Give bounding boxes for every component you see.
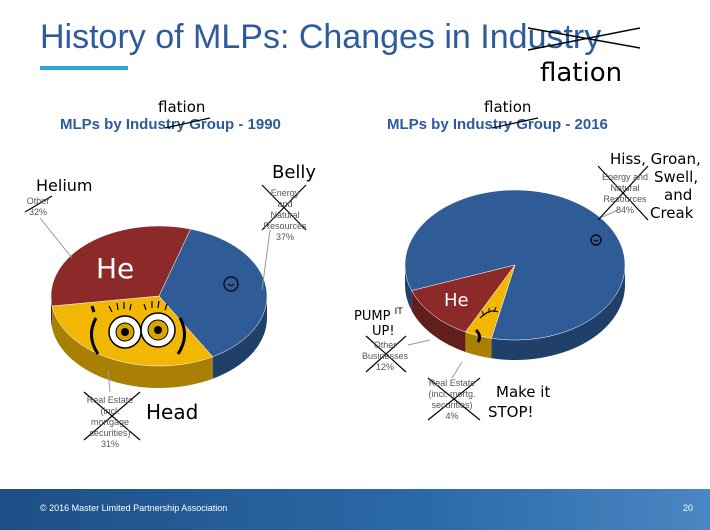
label-1990-other: Other 32% (20, 196, 56, 218)
annotation-make-it: Make it (496, 383, 551, 401)
label-1990-energy-line3: Resources (263, 221, 307, 231)
annotation-hiss-line4: Creak (650, 204, 694, 222)
title-handwritten-word: flation (540, 58, 623, 88)
pie-2016-side-1-0 (465, 331, 492, 359)
label-2016-other-line2: Businesses (361, 351, 409, 361)
label-2016-energy: Energy and Natural Resources 84% (600, 172, 650, 216)
label-1990-energy-pct: 37% (275, 232, 294, 242)
leader-line-4 (451, 361, 463, 379)
label-1990-realestate-line1: Real Estate (86, 395, 134, 405)
chart-2016-strike-line (491, 117, 539, 129)
chart-1990-title-handwritten: flation (158, 98, 206, 116)
chart-1990-strike-line (164, 117, 211, 129)
footer-copyright: © 2016 Master Limited Partnership Associ… (40, 503, 228, 513)
label-2016-realestate-line1: Real Estate (428, 378, 476, 388)
annotation-up: UP! (372, 324, 395, 339)
pie-1990 (50, 225, 268, 389)
footer-bar: © 2016 Master Limited Partnership Associ… (0, 489, 710, 530)
title-strike-line-2 (527, 27, 641, 49)
leader-line-5 (599, 209, 619, 219)
label-1990-energy-line1: Energy and (270, 188, 300, 209)
realestate-1990-strike-line-2 (83, 391, 141, 441)
label-2016-realestate-pct: 4% (445, 411, 459, 421)
pie-1990-slice-2 (50, 225, 191, 307)
title-accent-bar (40, 66, 128, 70)
label-2016-energy-pct: 84% (615, 205, 634, 215)
annotation-hiss-line1: Hiss, Groan, (610, 150, 701, 168)
energy-1990-strike-line-2 (261, 184, 307, 231)
label-2016-realestate-line3: securities) (431, 400, 473, 410)
annotation-pump-it-up: PUMP IT UP! (354, 307, 403, 339)
label-2016-other-pct: 12% (375, 362, 394, 372)
label-1990-other-pct: 32% (28, 207, 47, 217)
pie-2016 (404, 189, 626, 360)
slide-title-prefix: History of MLPs: Changes in Ind (40, 18, 528, 56)
annotation-it: IT (394, 307, 403, 317)
annotation-belly: Belly (272, 162, 317, 183)
annotation-make-it-stop: Make it STOP! (488, 382, 550, 422)
chart-1990-title-struck: stry (157, 116, 186, 133)
annotation-hiss-groan: Hiss, Groan, Swell, and Creak (610, 150, 701, 222)
annotation-helium: Helium (36, 176, 93, 195)
label-1990-energy: Energy and Natural Resources 37% (262, 188, 308, 243)
pie-1990-side-1-0 (52, 305, 213, 389)
label-2016-other-line1: Other (373, 340, 397, 350)
annotation-hiss-line3: and (664, 186, 693, 204)
realestate-2016-strike-line-2 (427, 377, 481, 421)
label-2016-energy-line3: Resources (603, 194, 647, 204)
label-2016-other: Other Businesses 12% (360, 340, 410, 373)
chart-1990-title: MLPs by Industry Group - 1990 (60, 116, 281, 133)
chart-2016-title-prefix: MLPs by Indu (387, 116, 485, 133)
label-1990-other-name: Other (26, 196, 50, 206)
pie-2016-side-2-0 (411, 290, 466, 352)
label-2016-energy-line2: Natural (610, 183, 640, 193)
title-strike-line-1 (527, 27, 641, 51)
label-1990-realestate: Real Estate (incl. mortgage securities) … (80, 395, 140, 450)
strained-eye-doodle (474, 306, 499, 343)
leader-line-3 (407, 339, 431, 346)
energy-2016-strike-line-2 (597, 165, 649, 221)
annotation-head: Head (146, 400, 199, 424)
annotation-he-2016: He (444, 290, 469, 311)
chart-2016-title-suffix: Group - 2016 (512, 116, 608, 133)
label-1990-realestate-line2: (incl. (100, 406, 120, 416)
chart-2016-title-struck: stry (484, 116, 513, 133)
leader-line-2 (107, 369, 111, 393)
pie-2016-side-0-0 (405, 265, 412, 311)
annotation-he-1990: He (96, 252, 135, 285)
pie-1990-side-2-0 (51, 296, 53, 328)
chart-1990-title-prefix: MLPs by Indu (60, 116, 158, 133)
slide-title-struck: ustry (527, 18, 602, 56)
belly-button-doodle (223, 276, 239, 292)
annotation-stop: STOP! (488, 403, 534, 421)
label-1990-realestate-line3: mortgage (90, 417, 130, 427)
pie-charts-canvas (24, 27, 649, 441)
leader-line-0 (39, 217, 73, 259)
pie-1990-side-0-0 (212, 296, 267, 379)
label-2016-realestate-line2: (incl. mortg. (428, 389, 476, 399)
label-1990-realestate-line4: securities) (89, 428, 131, 438)
label-1990-energy-line2: Natural (270, 210, 300, 220)
label-1990-realestate-pct: 31% (100, 439, 119, 449)
page-number: 20 (683, 503, 694, 513)
other-2016-strike-line-2 (365, 335, 407, 373)
pie-1990-slice-0 (158, 228, 268, 358)
label-2016-realestate: Real Estate (incl. mortg. securities) 4% (420, 378, 484, 422)
chart-1990-title-suffix: Group - 1990 (185, 116, 281, 133)
annotation-pump: PUMP (354, 309, 391, 324)
doodle-overlays (24, 27, 649, 441)
pie-2016-slice-2 (411, 264, 516, 333)
pie-2016-side-0-1 (491, 265, 625, 360)
annotation-hiss-line2: Swell, (654, 168, 699, 186)
other-1990-strike-line (24, 195, 53, 213)
face-eyes-doodle (90, 300, 186, 355)
chart-2016-title-handwritten: flation (484, 98, 532, 116)
chart-2016-title: MLPs by Industry Group - 2016 (387, 116, 608, 133)
belly-button-doodle-2016 (590, 234, 602, 246)
slide-title: History of MLPs: Changes in Industry (40, 18, 601, 57)
leader-line-1 (261, 229, 271, 291)
label-2016-energy-line1: Energy and (601, 172, 649, 182)
